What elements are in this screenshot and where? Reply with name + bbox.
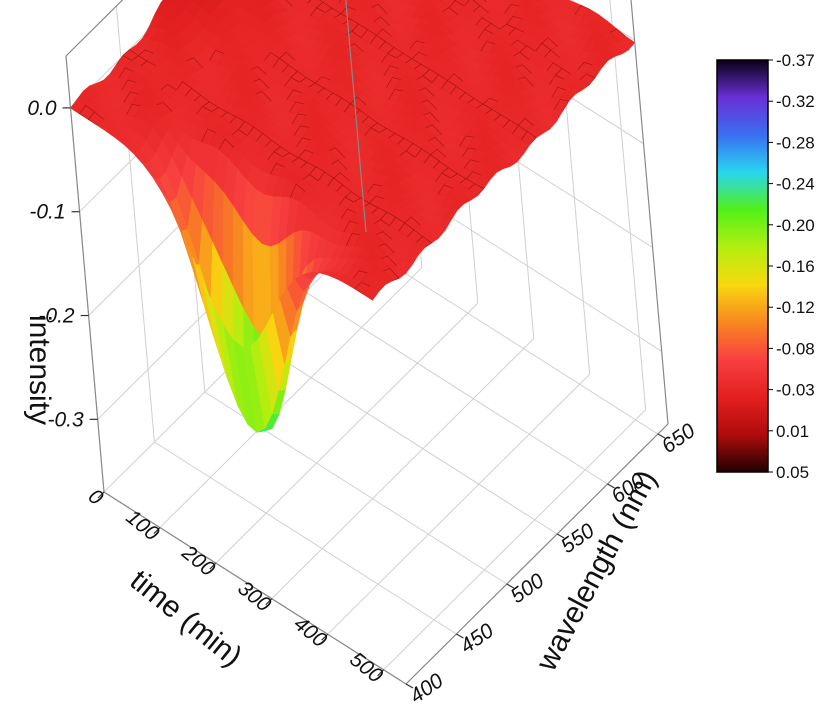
colorbar-tick-label: -0.20 <box>776 216 815 235</box>
colorbar-tick-label: -0.16 <box>776 257 815 276</box>
grid-line <box>154 442 456 634</box>
wavelength-tick-label: 500 <box>506 569 548 608</box>
time-tick-label: 300 <box>233 577 275 617</box>
colorbar-gradient <box>717 60 768 472</box>
time-tick-label: 400 <box>289 612 331 652</box>
wavelength-axis-title: wavelength (nm) <box>530 465 664 677</box>
colorbar-tick-label: -0.28 <box>776 133 815 152</box>
time-tick-label: 100 <box>122 506 164 546</box>
z-axis-title: intensity <box>23 315 56 425</box>
wavelength-tick-label: 650 <box>658 419 700 458</box>
grid-line <box>306 292 608 484</box>
surface-patch <box>253 235 263 338</box>
z-tick-label: -0.1 <box>29 201 65 224</box>
colorbar-tick-label: -0.32 <box>776 92 815 111</box>
time-tick-label: 500 <box>345 648 387 688</box>
surface-layer <box>71 0 635 432</box>
colorbar: -0.37 -0.32 -0.28 -0.24 -0.20 -0.16 -0.12 -0.08… <box>717 51 815 482</box>
grid-line <box>255 342 557 534</box>
time-tick-label: 0 <box>84 485 108 510</box>
time-tick-label: 200 <box>177 540 220 581</box>
colorbar-tick-label: 0.01 <box>776 422 809 441</box>
colorbar-tick-label: -0.12 <box>776 298 815 317</box>
colorbar-tick-label: -0.24 <box>776 175 815 194</box>
grid-line <box>608 0 646 410</box>
wavelength-tick-label: 450 <box>456 619 498 658</box>
colorbar-tick-label: -0.08 <box>776 339 815 358</box>
colorbar-tick-label: -0.37 <box>776 51 815 70</box>
z-tick-label: 0.0 <box>27 97 57 120</box>
colorbar-tick-label: 0.05 <box>776 463 809 482</box>
wavelength-tick-label: 400 <box>406 669 448 708</box>
colorbar-tick-label: -0.03 <box>776 381 815 400</box>
time-axis-title: time (min) <box>124 564 248 674</box>
